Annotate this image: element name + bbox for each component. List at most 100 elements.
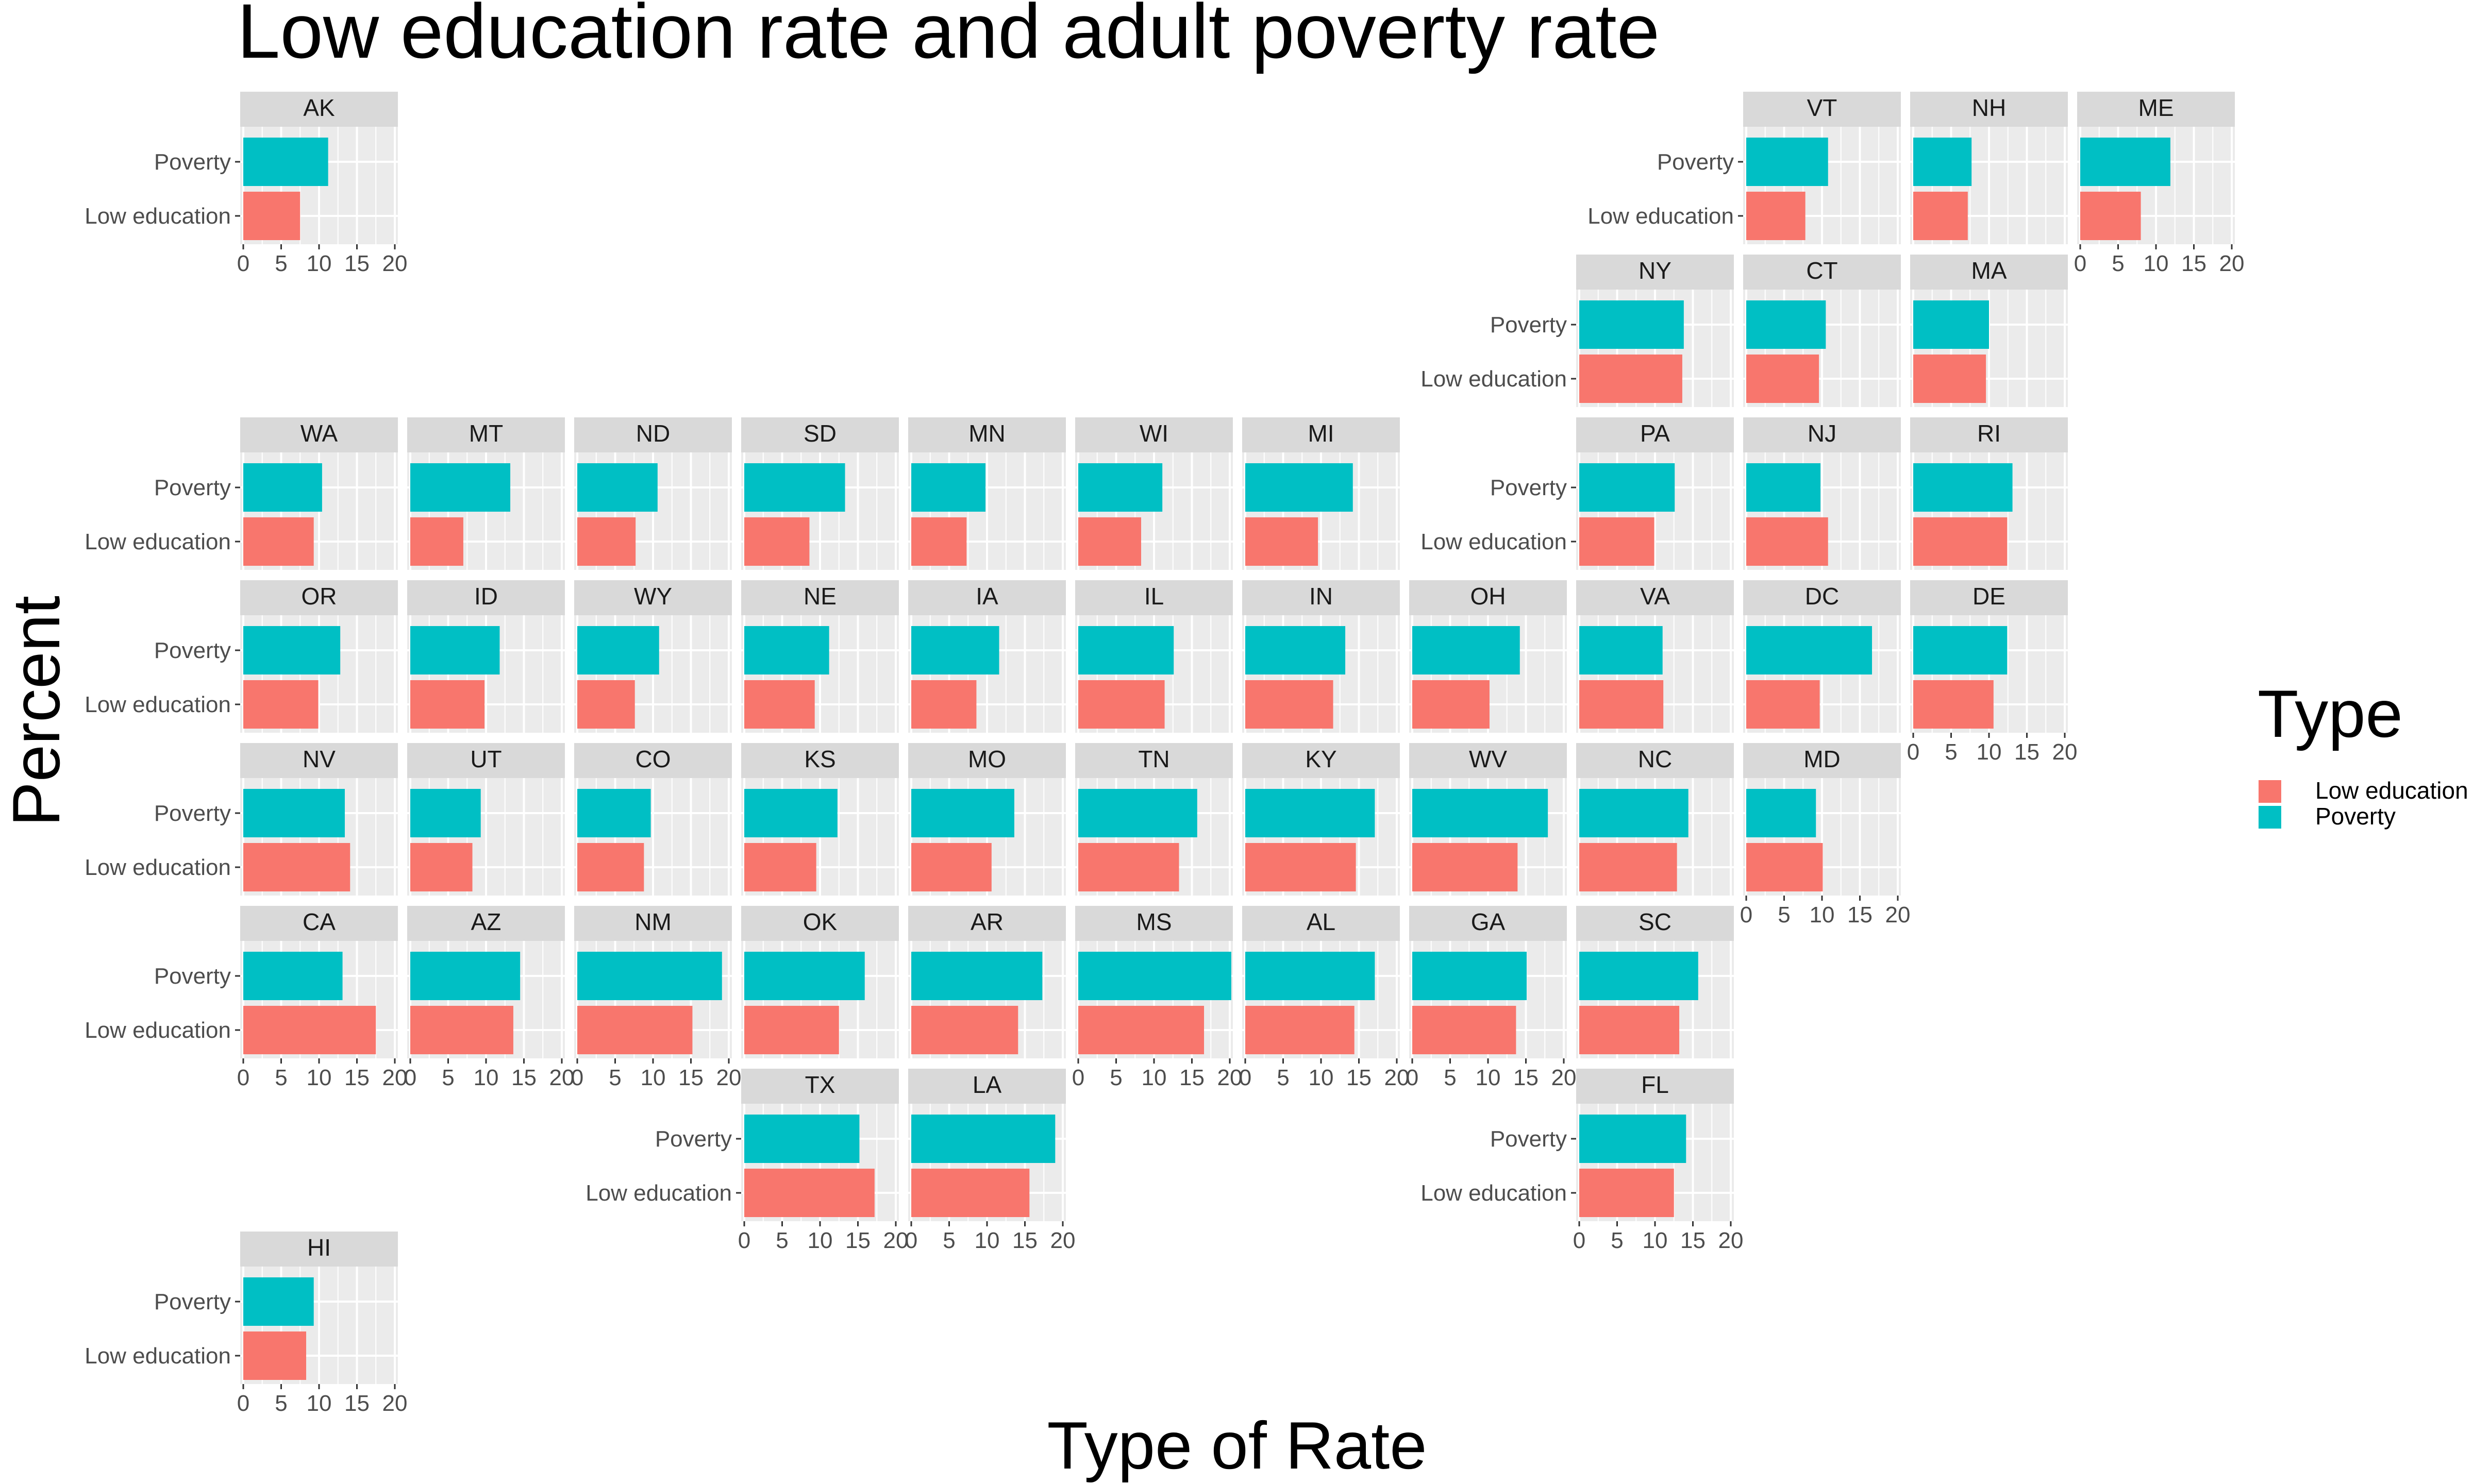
bar-low-education-md: [1746, 843, 1823, 891]
bar-low-education-mo: [911, 843, 992, 891]
facet-strip: [2077, 92, 2235, 127]
facet-strip-label: ND: [636, 420, 670, 447]
facet-panel-ok: OK: [741, 906, 899, 1058]
facet-strip: [741, 743, 899, 778]
facet-strip: [1743, 417, 1901, 452]
y-tick-label: Low education: [85, 692, 231, 717]
facet-strip: [1576, 743, 1734, 778]
bar-poverty-il: [1078, 626, 1174, 674]
facet-strip-label: MS: [1136, 908, 1172, 935]
x-tick-label: 20: [382, 251, 408, 276]
bar-low-education-oh: [1412, 680, 1490, 729]
x-tick-label: 5: [776, 1228, 788, 1253]
bar-poverty-ma: [1913, 300, 1989, 349]
facet-strip: [1075, 743, 1233, 778]
bar-poverty-mt: [410, 463, 511, 512]
facet-strip: [741, 580, 899, 615]
facet-strip-label: NH: [1972, 94, 2006, 121]
facet-panel-sd: SD: [741, 417, 899, 570]
facet-panel-nh: NH: [1910, 92, 2068, 244]
x-tick-label: 15: [845, 1228, 871, 1253]
facet-panel-fl: FL Low education Poverty 0 5 10 15 20: [1420, 1069, 1743, 1253]
facet-strip-label: FL: [1641, 1071, 1669, 1098]
facet-panel-in: IN: [1242, 580, 1400, 733]
y-tick-label: Low education: [586, 1181, 732, 1206]
bar-poverty-nv: [243, 789, 345, 837]
bar-poverty-me: [2080, 138, 2170, 186]
x-tick-label: 0: [237, 251, 249, 276]
facet-strip: [574, 580, 732, 615]
bar-poverty-md: [1746, 789, 1816, 837]
facet-strip-label: NY: [1639, 257, 1671, 284]
bar-low-education-ga: [1412, 1006, 1516, 1054]
y-tick-label: Low education: [85, 1343, 231, 1369]
bar-low-education-in: [1245, 680, 1333, 729]
y-tick-label: Low education: [1587, 204, 1734, 229]
facet-panel-dc: DC: [1743, 580, 1901, 733]
bar-low-education-wv: [1412, 843, 1518, 891]
facet-strip-label: WY: [634, 583, 672, 610]
bar-poverty-tx: [744, 1115, 860, 1163]
x-tick-label: 10: [1810, 902, 1835, 927]
y-tick-label: Poverty: [1490, 475, 1567, 500]
facet-panel-me: ME 0 5 10 15 20: [2074, 92, 2244, 276]
facet-panel-de: DE 0 5 10 15 20: [1907, 580, 2077, 765]
bar-low-education-nv: [243, 843, 350, 891]
y-tick-label: Poverty: [154, 1289, 231, 1314]
bar-low-education-ia: [911, 680, 977, 729]
x-tick-label: 10: [2144, 251, 2169, 276]
facet-strip-label: TN: [1138, 746, 1169, 772]
x-tick-label: 0: [1907, 739, 1919, 765]
bar-low-education-la: [911, 1169, 1030, 1217]
x-tick-label: 5: [1277, 1065, 1289, 1090]
facet-strip-label: LA: [973, 1071, 1002, 1098]
facet-strip: [908, 906, 1066, 941]
bar-low-education-tn: [1078, 843, 1179, 891]
bar-low-education-wy: [577, 680, 635, 729]
x-axis-label: Type of Rate: [1047, 1408, 1427, 1483]
x-tick-label: 5: [275, 1391, 287, 1416]
facet-strip: [1242, 743, 1400, 778]
y-tick-label: Poverty: [154, 638, 231, 663]
bar-low-education-co: [577, 843, 644, 891]
bar-poverty-vt: [1746, 138, 1828, 186]
facet-panel-mo: MO: [908, 743, 1066, 896]
bar-poverty-nm: [577, 952, 722, 1000]
x-tick-label: 15: [344, 251, 370, 276]
facet-panel-ga: GA 0 5 10 15 20: [1406, 906, 1576, 1090]
bar-low-education-va: [1579, 680, 1664, 729]
bar-low-education-ar: [911, 1006, 1018, 1054]
y-tick-label: Poverty: [154, 964, 231, 989]
facet-panel-wy: WY: [574, 580, 732, 733]
facet-strip-label: CO: [636, 746, 671, 772]
facet-panel-tn: TN: [1075, 743, 1233, 896]
legend-key-poverty: [2259, 806, 2281, 829]
facet-panel-ky: KY: [1242, 743, 1400, 896]
bar-poverty-fl: [1579, 1115, 1686, 1163]
facet-strip: [1075, 580, 1233, 615]
y-tick-label: Poverty: [154, 801, 231, 826]
bar-low-education-ca: [243, 1006, 376, 1054]
facet-panel-ut: UT: [407, 743, 565, 896]
bar-low-education-sc: [1579, 1006, 1680, 1054]
x-tick-label: 15: [1847, 902, 1873, 927]
x-tick-label: 20: [382, 1391, 408, 1416]
facet-strip-label: HI: [307, 1234, 331, 1261]
facet-strip-label: PA: [1640, 420, 1670, 447]
y-tick-label: Poverty: [154, 149, 231, 175]
facet-strip-label: MA: [1971, 257, 2007, 284]
x-tick-label: 15: [344, 1391, 370, 1416]
y-tick-label: Low education: [1420, 366, 1567, 392]
bar-low-education-tx: [744, 1169, 875, 1217]
bar-poverty-az: [410, 952, 521, 1000]
bar-poverty-ak: [243, 138, 328, 186]
bar-poverty-nj: [1746, 463, 1821, 512]
facet-strip-label: MO: [968, 746, 1006, 772]
facet-strip: [1743, 92, 1901, 127]
bar-poverty-hi: [243, 1277, 314, 1326]
facet-strip-label: TX: [805, 1071, 835, 1098]
x-tick-label: 0: [1239, 1065, 1251, 1090]
bar-poverty-sc: [1579, 952, 1698, 1000]
bar-low-education-de: [1913, 680, 1994, 729]
